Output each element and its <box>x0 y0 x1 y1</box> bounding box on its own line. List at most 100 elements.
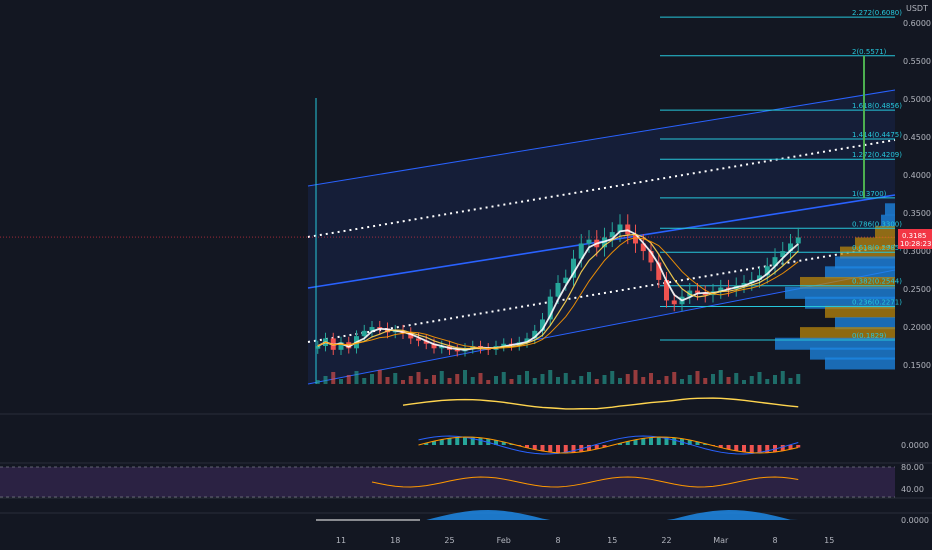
macd-histogram-bar <box>664 437 669 445</box>
candle-body <box>741 282 747 286</box>
macd-histogram-bar <box>594 445 599 450</box>
price-axis[interactable]: USDT 0.6000 0.5500 0.5000 0.4500 0.4000 0.350… <box>903 4 931 370</box>
macd-histogram-bar <box>625 441 630 445</box>
volume-bar <box>695 371 700 384</box>
volume-bar <box>571 380 576 384</box>
candle-body <box>439 346 445 349</box>
macd-histogram-bar <box>486 438 491 445</box>
volume-bar <box>354 371 359 384</box>
candle-body <box>656 262 662 280</box>
ema-medium-line <box>317 233 799 350</box>
macd-histogram-bar <box>757 445 762 453</box>
candle-body <box>586 239 592 244</box>
macd-histogram-bar <box>773 445 777 453</box>
oscillator-pane[interactable] <box>0 397 932 514</box>
channel-upper-line <box>307 89 896 187</box>
time-axis[interactable]: 11 18 25 Feb 8 15 22 Mar 8 15 <box>336 536 834 545</box>
fib-level-label: 0(0.1829) <box>852 332 887 340</box>
candle-body <box>361 330 367 337</box>
candle-body <box>524 338 530 343</box>
candle-body <box>671 300 677 305</box>
volume-bar <box>711 374 715 384</box>
price-tick-label: 0.1500 <box>903 361 931 370</box>
volume-bar <box>664 376 669 384</box>
time-tick-label: 11 <box>336 536 346 545</box>
volume-bar <box>315 380 320 384</box>
volume-bar <box>548 370 553 384</box>
time-tick-label: 18 <box>390 536 400 545</box>
candle-body <box>617 224 623 233</box>
volume-bar <box>408 376 413 384</box>
volume-bar <box>765 379 770 384</box>
candle-body <box>702 292 708 296</box>
volume-bar <box>385 377 390 384</box>
rsi-tick-label: 80.00 <box>901 463 924 472</box>
macd-histogram-bar <box>718 445 723 448</box>
price-tick-label: 0.6000 <box>903 19 931 28</box>
macd-histogram-bar <box>587 445 591 451</box>
macd-histogram-bar <box>749 445 754 453</box>
macd-histogram-bar <box>532 445 537 450</box>
volume-profile-bar <box>800 327 895 340</box>
candle-body <box>369 327 375 331</box>
rsi-pane[interactable]: 80.00 40.00 <box>0 463 924 498</box>
volume-bar <box>633 370 638 384</box>
volume-bar <box>494 376 498 384</box>
candle-body <box>772 257 778 267</box>
candle-body <box>788 243 793 252</box>
current-price-value: 0.3185 <box>902 232 927 240</box>
time-tick-label: 8 <box>555 536 560 545</box>
time-tick-label: Feb <box>497 536 511 545</box>
price-tick-label: 0.5000 <box>903 95 931 104</box>
volume-profile-bar <box>805 296 895 309</box>
macd-pane[interactable]: 0.0000 <box>418 435 930 455</box>
candle-body <box>749 279 755 283</box>
candle-body <box>392 330 398 333</box>
macd-histogram-bar <box>726 445 731 450</box>
volume-bar <box>703 378 708 384</box>
volume-bar <box>362 378 367 384</box>
candle-body <box>416 338 421 341</box>
candle-body <box>780 251 786 258</box>
candle-body <box>563 277 569 283</box>
price-tick-label: 0.3500 <box>903 209 931 218</box>
candle-body <box>687 290 693 297</box>
candle-body <box>633 234 638 244</box>
volume-bar <box>734 373 739 384</box>
volume-bar <box>556 377 560 384</box>
fib-level-label: 0.236(0.2271) <box>852 298 902 306</box>
macd-histogram-bar <box>432 441 436 445</box>
volume-bar <box>401 380 405 384</box>
macd-histogram-bar <box>742 445 746 453</box>
volume-bar <box>788 378 793 384</box>
volume-bar <box>470 377 475 384</box>
bar-countdown: 10:28:23 <box>900 240 931 248</box>
fib-level-label: 1.272(0.4209) <box>852 151 902 159</box>
volume-bar <box>796 374 801 384</box>
fib-level-label: 0.786(0.3300) <box>852 220 902 228</box>
volume-bar <box>509 379 514 384</box>
volume-bar <box>718 370 723 384</box>
time-tick-label: 15 <box>607 536 617 545</box>
macd-histogram-bar <box>656 437 661 445</box>
fib-level-label: 1(0.3700) <box>852 190 887 198</box>
momentum-pane[interactable]: 0.0000 <box>316 510 929 525</box>
price-pane[interactable]: 2.272(0.6080) 2(0.5571) 1.618(0.4856) 1.414… <box>0 9 902 385</box>
currency-label: USDT <box>906 4 928 13</box>
candle-body <box>315 346 321 349</box>
candle-body <box>757 275 762 280</box>
candle-body <box>640 243 646 252</box>
volume-bar <box>424 379 429 384</box>
volume-profile-bar <box>825 266 895 279</box>
price-tick-label: 0.2000 <box>903 323 931 332</box>
volume-bar <box>339 379 343 384</box>
volume-bar <box>780 371 785 384</box>
macd-histogram-bar <box>563 445 568 453</box>
macd-histogram-bar <box>447 438 452 445</box>
macd-histogram-bar <box>780 445 785 451</box>
macd-histogram-bar <box>439 439 444 445</box>
candle-body <box>431 343 437 349</box>
macd-histogram-bar <box>509 443 514 445</box>
